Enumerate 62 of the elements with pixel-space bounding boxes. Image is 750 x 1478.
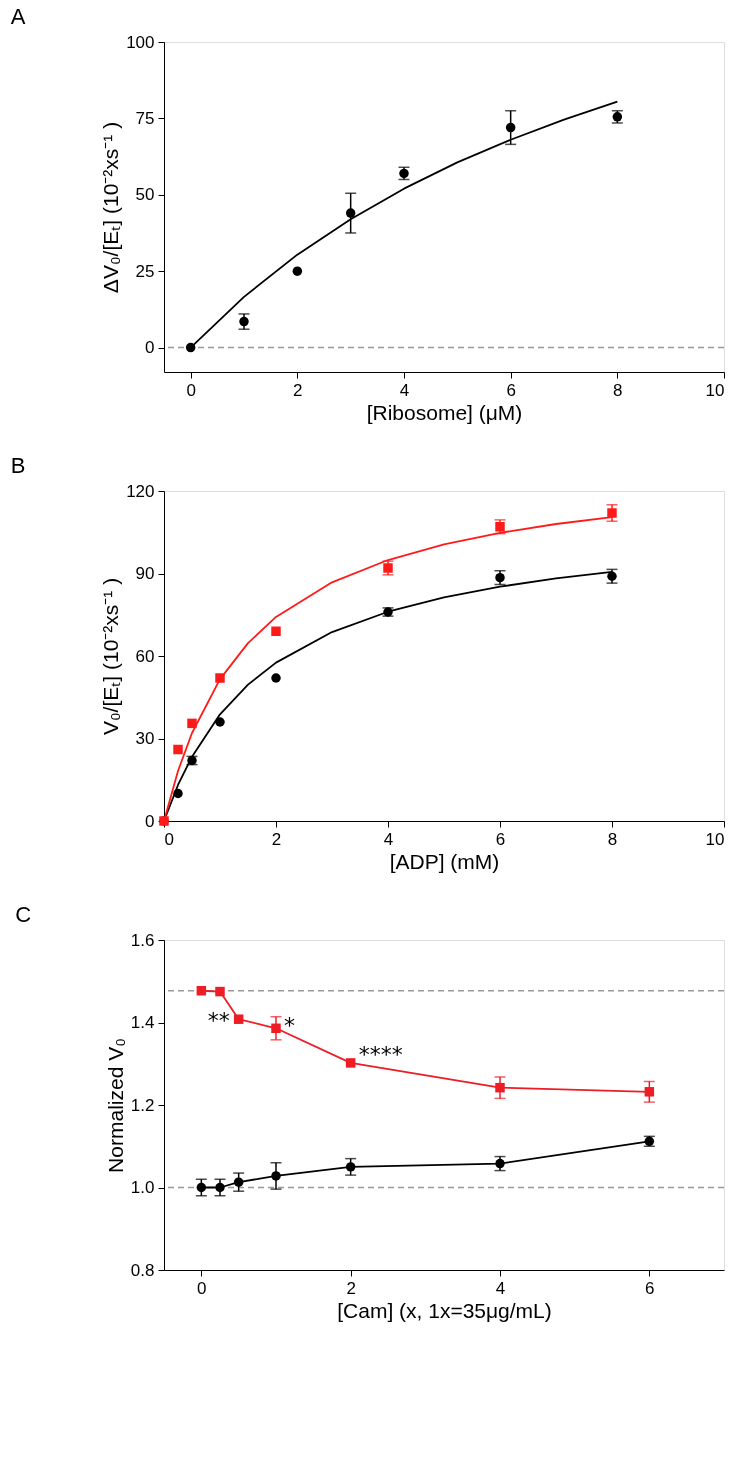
- point: [215, 986, 225, 997]
- point: [495, 1082, 505, 1093]
- x-tick-label: 8: [607, 829, 618, 849]
- y-tick-label: 0.8: [130, 1260, 155, 1280]
- x-tick-label: 8: [613, 380, 623, 400]
- chart-title: B: [10, 453, 26, 478]
- point: [292, 266, 303, 276]
- y-tick-label: 1.2: [130, 1095, 155, 1115]
- x-tick-label: 10: [705, 829, 725, 849]
- x-tick-label: 2: [346, 1278, 356, 1298]
- point: [196, 985, 207, 996]
- x-tick-label: 10: [705, 380, 725, 400]
- x-tick-label: 0: [164, 829, 174, 849]
- point: [271, 626, 281, 636]
- y-tick-label: 1.6: [130, 930, 155, 950]
- y-tick-label: 75: [135, 108, 155, 128]
- x-tick-label: 0: [186, 380, 196, 400]
- x-tick-label: 0: [197, 1278, 207, 1298]
- x-axis-title: [Cam] (x, 1x=35μg/mL): [337, 1298, 552, 1322]
- annotation: **: [207, 1008, 230, 1034]
- x-axis-title: [Ribosome] (μM): [366, 400, 523, 424]
- point: [233, 1014, 244, 1024]
- y-tick-label: 1.0: [130, 1178, 155, 1197]
- point: [233, 1177, 244, 1187]
- point: [215, 1182, 225, 1193]
- y-tick-label: 60: [135, 646, 155, 666]
- y-tick-label: 120: [126, 481, 155, 501]
- y-tick-label: 0: [145, 338, 155, 358]
- point: [271, 1171, 281, 1181]
- y-axis-title: ΔV₀/[Eₜ] (10⁻²xs⁻¹ ): [99, 121, 123, 294]
- y-tick-label: 25: [135, 261, 155, 281]
- x-tick-label: 4: [383, 829, 394, 849]
- y-tick-label: 0: [145, 811, 155, 831]
- y-axis-title: V₀/[Eₜ] (10⁻²xs⁻¹ ): [99, 577, 123, 736]
- point: [345, 1058, 356, 1068]
- x-tick-label: 6: [495, 829, 506, 849]
- y-tick-label: 30: [135, 729, 155, 748]
- point: [505, 122, 516, 133]
- point: [607, 508, 617, 518]
- x-tick-label: 6: [645, 1278, 655, 1298]
- y-tick-label: 90: [135, 564, 155, 583]
- point: [644, 1087, 655, 1097]
- x-axis-title: [ADP] (mM): [389, 849, 500, 873]
- x-tick-label: 4: [399, 380, 410, 400]
- y-axis-title: Normalized V₀: [103, 1038, 127, 1173]
- x-tick-label: 6: [506, 380, 516, 400]
- x-tick-label: 2: [271, 829, 282, 849]
- point: [173, 744, 183, 755]
- point: [345, 208, 356, 218]
- point: [271, 1023, 281, 1034]
- y-tick-label: 50: [135, 185, 155, 205]
- x-tick-label: 4: [495, 1278, 506, 1298]
- y-tick-label: 100: [126, 32, 155, 52]
- point: [196, 1182, 207, 1193]
- point: [345, 1162, 356, 1172]
- x-tick-label: 2: [293, 380, 303, 400]
- chart-title: A: [10, 4, 26, 29]
- annotation: ****: [358, 1041, 403, 1067]
- annotation: *: [284, 1013, 295, 1039]
- chart-title: C: [15, 902, 32, 927]
- point: [271, 673, 281, 683]
- y-tick-label: 1.4: [130, 1013, 155, 1032]
